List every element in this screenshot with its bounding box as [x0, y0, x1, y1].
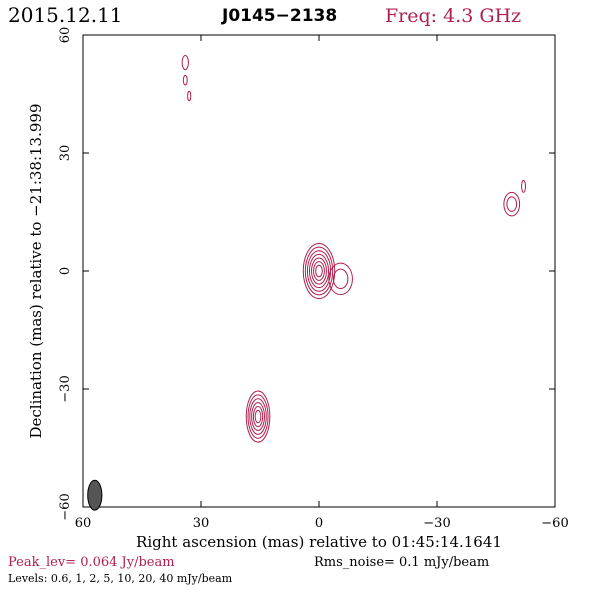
- contour-south-east-knot-0: [245, 390, 271, 443]
- contour-lines: [181, 54, 526, 443]
- contour-south-east-knot-4: [252, 405, 264, 428]
- peak-level: Peak_lev= 0.064 Jy/beam: [8, 555, 175, 570]
- rms-noise: Rms_noise= 0.1 mJy/beam: [314, 555, 489, 570]
- contour-core-5: [313, 261, 325, 281]
- x-tick-label-0: 60: [75, 516, 92, 531]
- y-axis-label: Declination (mas) relative to −21:38:13.…: [27, 103, 45, 438]
- contour-south-east-knot-1: [247, 394, 269, 439]
- x-tick-label-3: −30: [423, 516, 450, 531]
- y-tick-label-3: 30: [58, 145, 73, 162]
- contour-core-extension-0: [328, 262, 353, 296]
- contour-levels: Levels: 0.6, 1, 2, 5, 10, 20, 40 mJy/bea…: [8, 572, 233, 585]
- contour-core-extension-1: [332, 268, 349, 290]
- contour-south-east-knot-3: [251, 402, 265, 431]
- contour-south-east-knot-5: [254, 409, 262, 424]
- contour-core-2: [306, 250, 332, 292]
- x-tick-label-2: 0: [315, 516, 323, 531]
- contour-west-blob-1: [506, 196, 518, 212]
- y-tick-label-4: 60: [58, 27, 73, 44]
- plot-frame: [82, 34, 556, 508]
- x-tick-label-4: −60: [541, 516, 568, 531]
- contour-core-0: [302, 242, 336, 300]
- contour-west-blob-small-0: [521, 180, 526, 193]
- x-axis-label: Right ascension (mas) relative to 01:45:…: [136, 533, 502, 551]
- contour-north-east-1-0: [181, 54, 189, 71]
- observation-date: 2015.12.11: [8, 3, 123, 27]
- contour-core-3: [308, 253, 330, 289]
- contour-south-east-knot-2: [249, 398, 267, 435]
- beam-ellipse: [87, 479, 103, 511]
- y-tick-label-2: 0: [58, 267, 73, 275]
- contour-north-east-3-0: [187, 90, 192, 102]
- contour-core-6: [315, 264, 323, 278]
- y-tick-labels: −60 −30 0 30 60: [58, 27, 73, 521]
- y-tick-label-1: −30: [58, 375, 73, 402]
- x-tick-labels: 60 30 0 −30 −60: [75, 516, 569, 531]
- x-tick-label-1: 30: [193, 516, 210, 531]
- contour-north-east-2-0: [182, 75, 188, 86]
- axis-ticks: [82, 34, 556, 508]
- y-tick-label-0: −60: [58, 493, 73, 520]
- frequency-label: Freq: 4.3 GHz: [385, 5, 521, 27]
- contour-west-blob-0: [503, 191, 521, 217]
- source-name: J0145−2138: [221, 6, 337, 26]
- contour-core-1: [304, 246, 334, 296]
- beam-shape: [87, 479, 103, 511]
- contour-core-4: [311, 257, 327, 285]
